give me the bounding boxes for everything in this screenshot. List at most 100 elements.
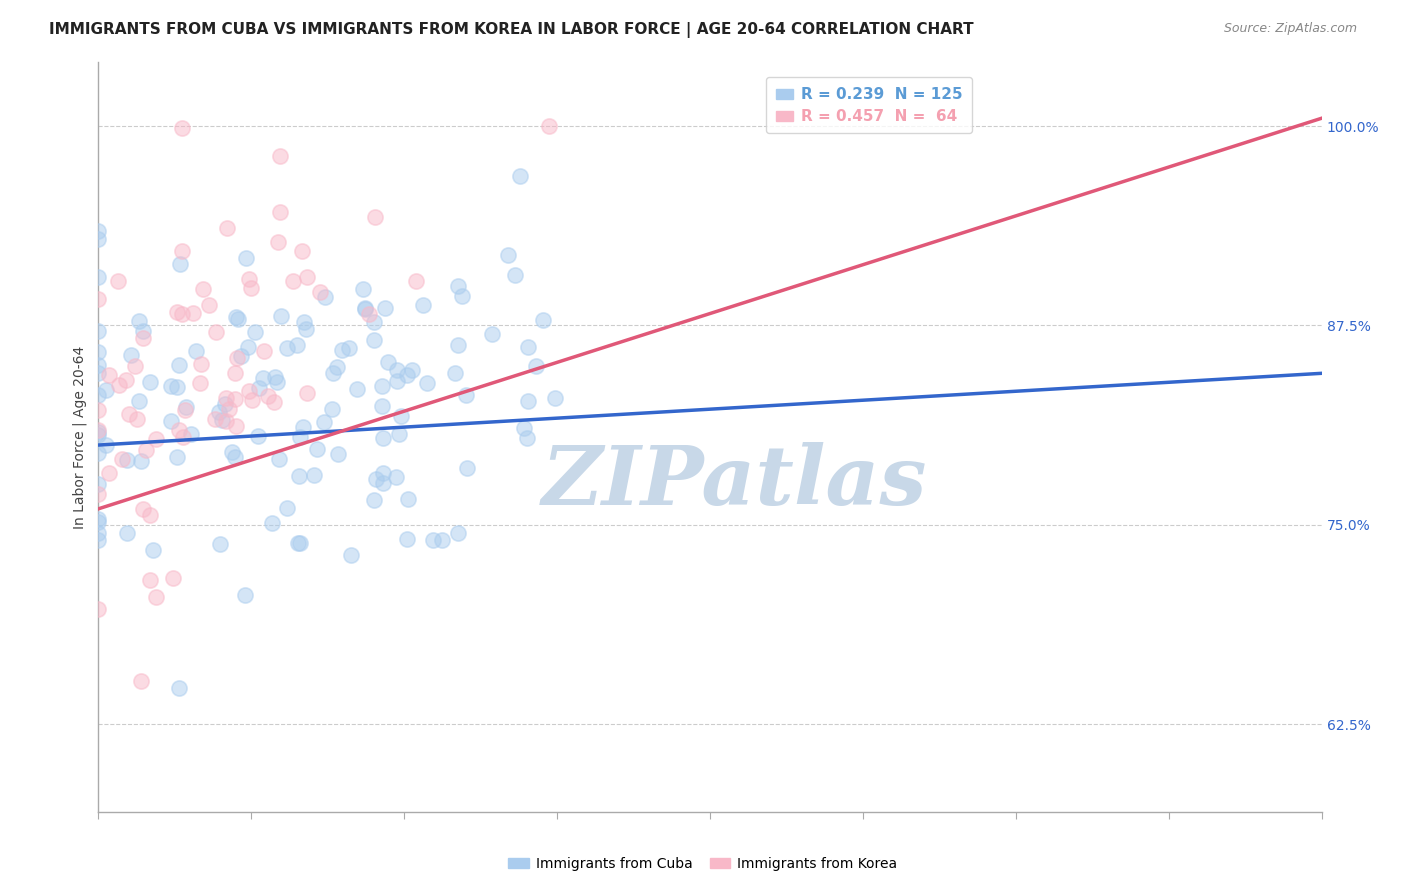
Point xyxy=(87,270,110,285)
Point xyxy=(225,310,247,324)
Point xyxy=(389,409,412,423)
Point xyxy=(516,340,538,354)
Point xyxy=(266,375,288,389)
Point xyxy=(371,475,394,490)
Point xyxy=(242,392,264,407)
Point xyxy=(108,378,131,392)
Point xyxy=(292,315,315,329)
Point xyxy=(314,415,336,429)
Point xyxy=(295,386,318,401)
Point xyxy=(238,384,260,399)
Point xyxy=(87,477,110,491)
Point xyxy=(145,590,167,604)
Point xyxy=(87,533,110,548)
Point xyxy=(516,431,538,445)
Point xyxy=(240,281,263,295)
Point xyxy=(117,407,139,421)
Text: ZIPatlas: ZIPatlas xyxy=(541,442,927,522)
Point xyxy=(87,428,110,442)
Point xyxy=(215,414,238,428)
Point xyxy=(388,427,411,442)
Point xyxy=(139,375,162,389)
Point xyxy=(505,268,527,282)
Point xyxy=(142,543,165,558)
Point xyxy=(215,391,238,405)
Point xyxy=(127,412,149,426)
Point xyxy=(269,451,291,466)
Point xyxy=(454,388,477,402)
Point xyxy=(87,388,110,402)
Point xyxy=(401,362,423,376)
Point xyxy=(87,446,110,460)
Point xyxy=(226,351,249,365)
Point xyxy=(354,301,377,316)
Point xyxy=(321,402,343,417)
Point xyxy=(395,532,418,546)
Point xyxy=(395,368,418,382)
Point xyxy=(115,525,138,540)
Point xyxy=(287,535,309,549)
Point xyxy=(170,307,193,321)
Point xyxy=(205,325,228,339)
Point xyxy=(269,205,291,219)
Point xyxy=(456,461,478,475)
Point xyxy=(330,343,353,358)
Point xyxy=(364,210,387,224)
Point xyxy=(169,681,191,695)
Point xyxy=(297,270,319,285)
Y-axis label: In Labor Force | Age 20-64: In Labor Force | Age 20-64 xyxy=(73,345,87,529)
Point xyxy=(430,533,453,548)
Point xyxy=(180,427,202,442)
Point xyxy=(87,486,110,500)
Point xyxy=(135,443,157,458)
Legend: R = 0.239  N = 125, R = 0.457  N =  64: R = 0.239 N = 125, R = 0.457 N = 64 xyxy=(766,77,972,133)
Point xyxy=(169,257,191,271)
Point xyxy=(513,420,536,434)
Point xyxy=(281,274,304,288)
Point xyxy=(170,120,193,135)
Point xyxy=(87,423,110,437)
Point xyxy=(191,282,214,296)
Point xyxy=(224,392,246,406)
Point xyxy=(162,571,184,585)
Point xyxy=(87,224,110,238)
Point xyxy=(107,274,129,288)
Point xyxy=(231,349,253,363)
Point xyxy=(129,454,152,468)
Point xyxy=(124,359,146,373)
Point xyxy=(246,429,269,443)
Point xyxy=(181,306,204,320)
Point xyxy=(363,492,385,507)
Point xyxy=(87,344,110,359)
Point xyxy=(166,380,188,394)
Point xyxy=(307,442,329,457)
Point xyxy=(167,423,190,437)
Point xyxy=(288,469,311,483)
Point xyxy=(184,343,207,358)
Point xyxy=(516,393,538,408)
Point xyxy=(233,588,256,602)
Point xyxy=(145,432,167,446)
Point xyxy=(214,397,236,411)
Point xyxy=(337,341,360,355)
Point xyxy=(396,492,419,507)
Point xyxy=(160,414,183,428)
Point xyxy=(166,305,188,319)
Point xyxy=(114,373,136,387)
Point xyxy=(385,470,408,484)
Point xyxy=(238,272,260,286)
Point xyxy=(208,404,231,418)
Point xyxy=(352,282,374,296)
Point xyxy=(373,466,395,480)
Point xyxy=(370,399,392,413)
Point xyxy=(415,376,437,390)
Point xyxy=(224,366,246,380)
Point xyxy=(139,508,162,522)
Point xyxy=(422,533,444,547)
Point xyxy=(371,431,394,445)
Point xyxy=(188,376,211,390)
Point xyxy=(110,452,132,467)
Point xyxy=(524,359,547,374)
Point xyxy=(172,430,194,444)
Point xyxy=(288,429,311,443)
